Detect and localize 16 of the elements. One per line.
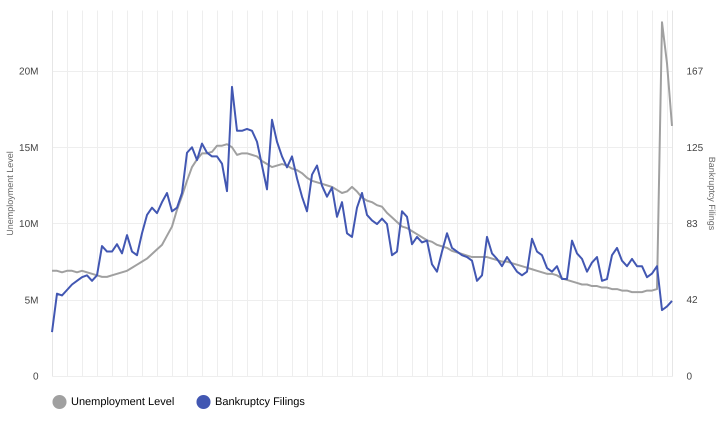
y2-tick-label: 42 [686, 295, 698, 306]
y2-axis-title: Bankruptcy Filings [707, 156, 718, 231]
y-tick-label: 20M [19, 66, 38, 78]
y2-tick-label: 83 [686, 219, 698, 230]
y-axis-title: Unemployment Level [5, 151, 16, 236]
y-tick-label: 15M [19, 142, 38, 154]
y-tick-label: 5M [24, 295, 38, 306]
y2-tick-label: 167 [686, 66, 704, 78]
y-tick-label: 0 [32, 372, 39, 382]
y2-tick-label: 125 [686, 142, 704, 154]
line-series [51, 86, 673, 334]
legend-label: Bankruptcy Filings [215, 396, 306, 408]
legend-label: Unemployment Level [71, 396, 174, 408]
y2-tick-label: 0 [686, 372, 692, 382]
y-tick-label: 10M [19, 219, 38, 230]
line-series [51, 21, 673, 294]
